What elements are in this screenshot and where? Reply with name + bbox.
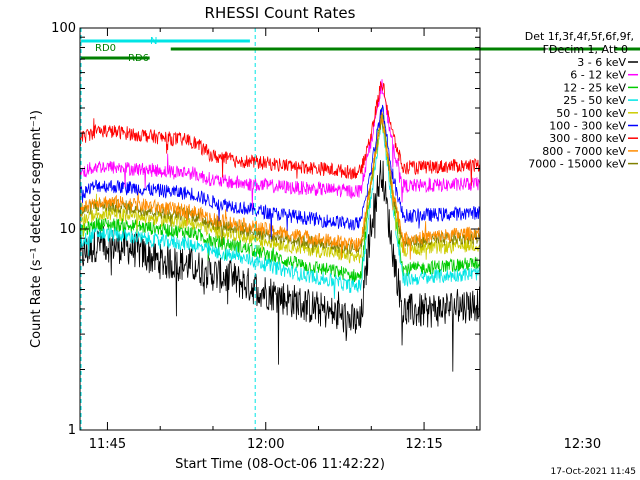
legend-entry-label: 12 - 25 keV [563,81,626,94]
flag-label-rd0: RD0 [95,43,116,54]
series-line-50-100-kev [80,119,480,264]
x-axis-label: Start Time (08-Oct-06 11:42:22) [175,457,385,472]
legend-entry-label: 3 - 6 keV [577,56,626,69]
legend: Det 1f,3f,4f,5f,6f,9f, FDecim 1, Att 0 3… [525,30,638,171]
series-layer [80,79,480,372]
legend-entry-label: 300 - 800 keV [549,132,626,145]
legend-header-line-2: FDecim 1, Att 0 [543,43,628,56]
footer-timestamp: 17-Oct-2021 11:45 [551,467,636,477]
series-line-6-12-kev [80,79,480,209]
x-tick-label: 12:30 [564,437,601,452]
series-line-300-800-kev [80,81,480,186]
y-tick-label: 10 [59,222,76,237]
series-line-12-25-kev [80,107,480,283]
series-line-800-7000-kev [80,109,480,260]
y-axis-label: Count Rate (s⁻¹ detector segment⁻¹) [29,110,44,348]
series-line-3-6-kev [80,160,480,372]
flag-label-n: N [150,36,157,47]
y-tick-label: 100 [51,21,76,36]
y-axis: 1 10 100 [51,21,480,438]
legend-entry-label: 800 - 7000 keV [542,145,626,158]
x-tick-label: 12:00 [247,437,284,452]
chart-title: RHESSI Count Rates [205,4,356,22]
marker-layer [80,28,256,430]
y-tick-label: 1 [68,423,76,438]
x-tick-label: 11:45 [89,437,126,452]
legend-entry-label: 6 - 12 keV [570,69,626,82]
series-line-100-300-kev [80,104,480,240]
legend-entry-label: 100 - 300 keV [549,120,626,133]
legend-header-line-1: Det 1f,3f,4f,5f,6f,9f, [525,30,634,43]
legend-entry-label: 7000 - 15000 keV [528,158,626,171]
legend-entry-label: 50 - 100 keV [556,107,626,120]
flag-label-rd6: RD6 [128,53,149,64]
legend-entry-label: 25 - 50 keV [563,94,626,107]
series-line-25-50-kev [80,114,480,299]
x-tick-label: 12:15 [405,437,442,452]
